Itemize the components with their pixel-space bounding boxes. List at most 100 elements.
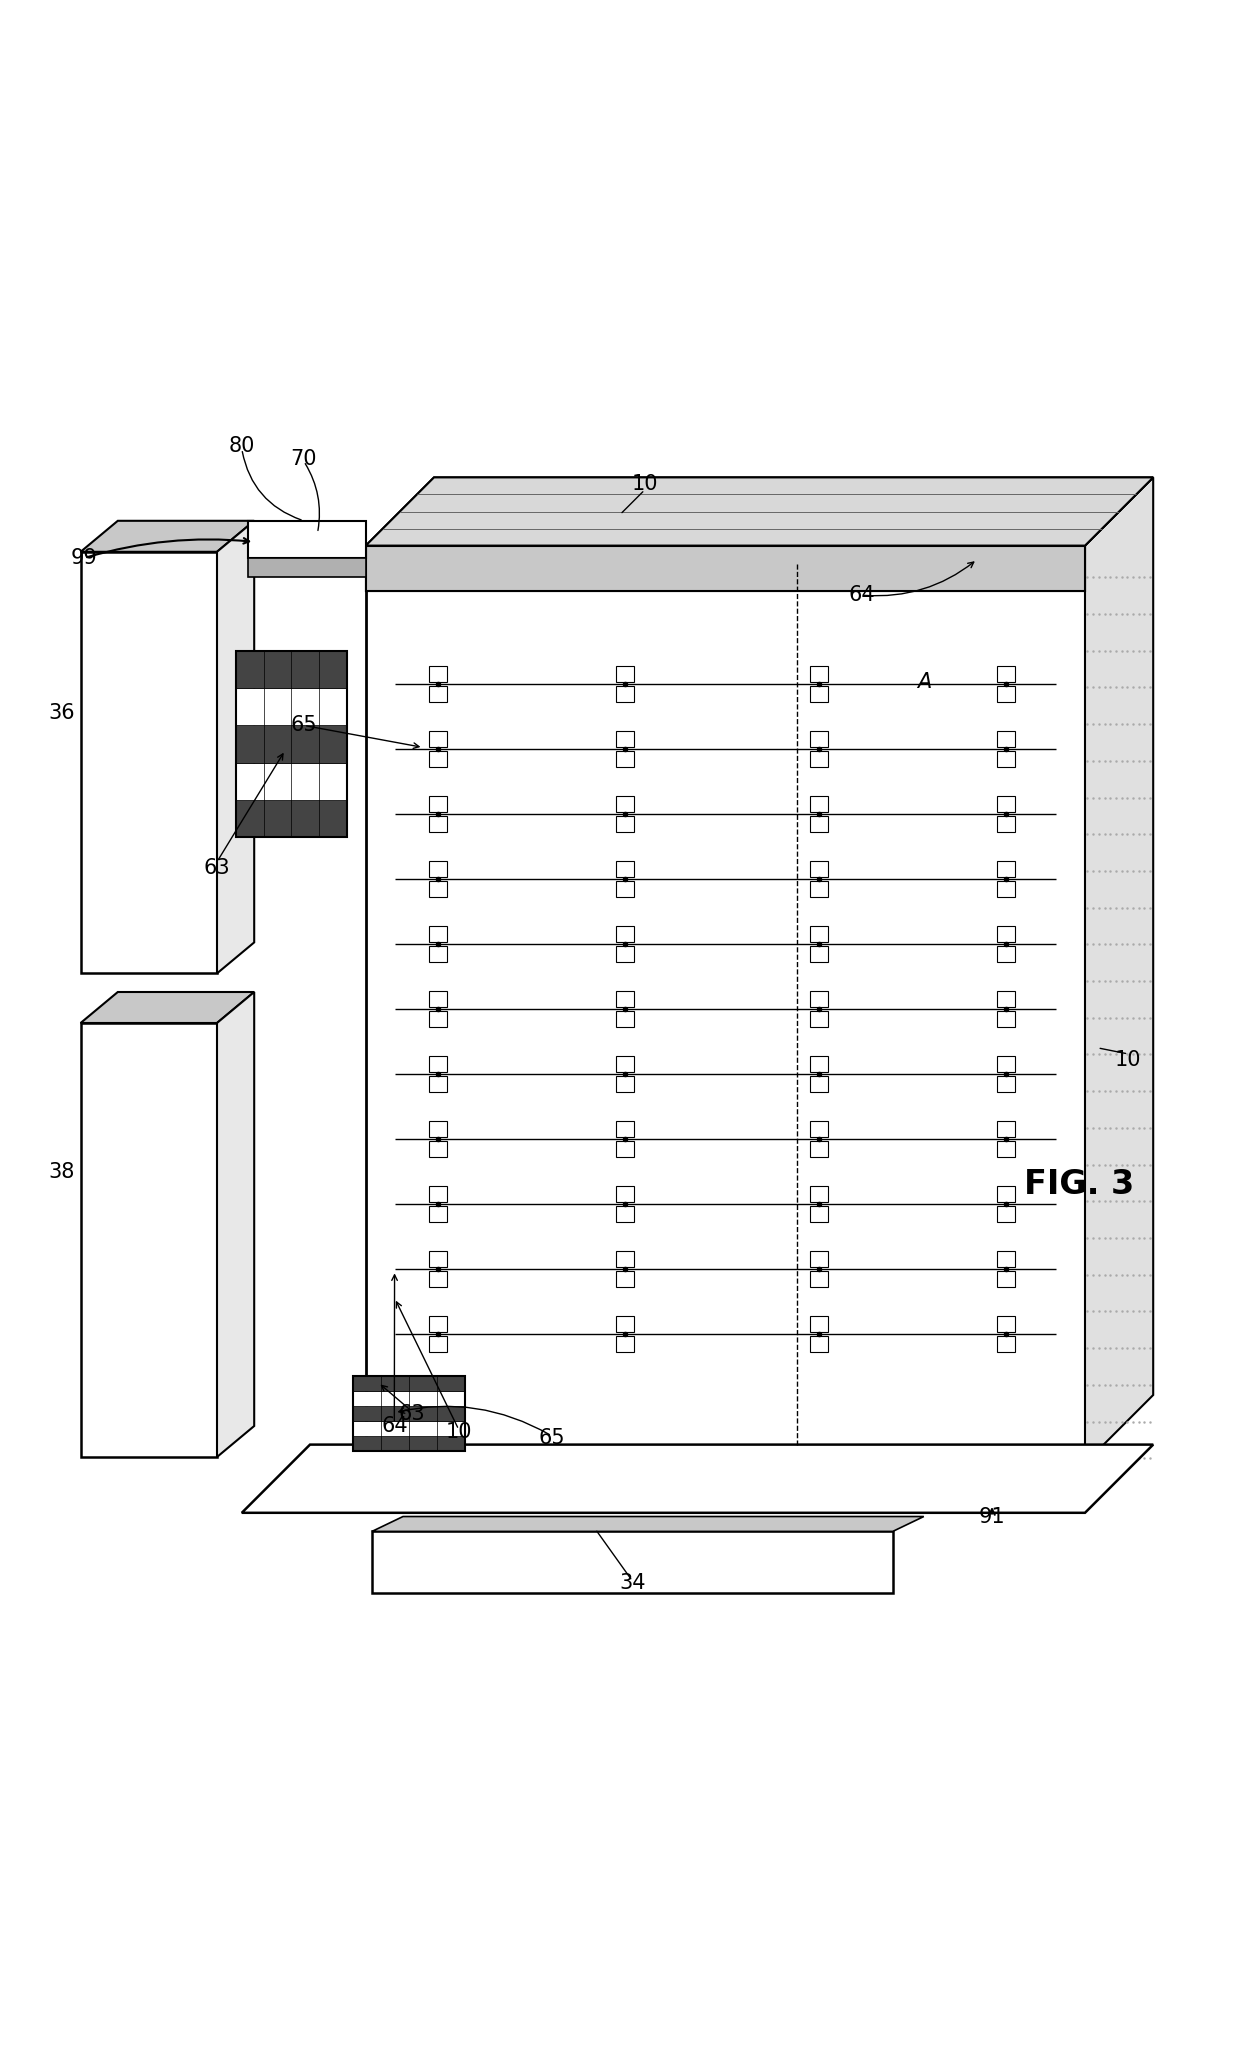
- Polygon shape: [429, 1250, 446, 1266]
- Text: 70: 70: [290, 448, 317, 469]
- Polygon shape: [81, 992, 254, 1023]
- Polygon shape: [616, 882, 634, 898]
- Polygon shape: [429, 665, 446, 681]
- Polygon shape: [616, 1185, 634, 1201]
- Bar: [353, 1377, 465, 1391]
- Text: 34: 34: [619, 1573, 646, 1594]
- Polygon shape: [810, 947, 828, 962]
- Bar: [353, 1422, 465, 1436]
- Polygon shape: [810, 1271, 828, 1287]
- Polygon shape: [810, 1142, 828, 1158]
- Polygon shape: [997, 1207, 1014, 1221]
- Polygon shape: [616, 861, 634, 876]
- Bar: [236, 651, 347, 687]
- Polygon shape: [616, 730, 634, 747]
- Polygon shape: [429, 925, 446, 941]
- Polygon shape: [810, 1250, 828, 1266]
- Polygon shape: [810, 1185, 828, 1201]
- Polygon shape: [997, 925, 1014, 941]
- Text: 63: 63: [398, 1404, 425, 1424]
- Polygon shape: [429, 1316, 446, 1332]
- Polygon shape: [429, 1207, 446, 1221]
- Polygon shape: [997, 990, 1014, 1007]
- Polygon shape: [616, 947, 634, 962]
- Polygon shape: [429, 882, 446, 898]
- Polygon shape: [429, 947, 446, 962]
- Text: 64: 64: [848, 585, 875, 606]
- Polygon shape: [429, 861, 446, 876]
- Polygon shape: [616, 1271, 634, 1287]
- Bar: [236, 763, 347, 800]
- Text: 99: 99: [71, 548, 98, 569]
- Polygon shape: [1085, 477, 1153, 1463]
- Polygon shape: [81, 522, 254, 552]
- Polygon shape: [429, 751, 446, 767]
- Polygon shape: [242, 1444, 1153, 1512]
- Polygon shape: [616, 1121, 634, 1138]
- Polygon shape: [81, 1023, 217, 1457]
- Text: 10: 10: [631, 473, 658, 493]
- Polygon shape: [810, 1011, 828, 1027]
- Polygon shape: [997, 1336, 1014, 1352]
- Polygon shape: [810, 1076, 828, 1093]
- Polygon shape: [810, 751, 828, 767]
- Polygon shape: [429, 1336, 446, 1352]
- Polygon shape: [810, 685, 828, 702]
- Polygon shape: [997, 1121, 1014, 1138]
- Bar: [353, 1436, 465, 1451]
- Polygon shape: [810, 1056, 828, 1072]
- Polygon shape: [997, 1185, 1014, 1201]
- Polygon shape: [997, 1011, 1014, 1027]
- Polygon shape: [810, 796, 828, 812]
- Polygon shape: [810, 882, 828, 898]
- Polygon shape: [429, 1121, 446, 1138]
- Polygon shape: [616, 1250, 634, 1266]
- Polygon shape: [810, 990, 828, 1007]
- Bar: [353, 1377, 465, 1451]
- Polygon shape: [429, 816, 446, 833]
- Polygon shape: [810, 1336, 828, 1352]
- Polygon shape: [810, 1316, 828, 1332]
- Polygon shape: [429, 1076, 446, 1093]
- Polygon shape: [997, 1271, 1014, 1287]
- Polygon shape: [616, 1076, 634, 1093]
- Polygon shape: [616, 685, 634, 702]
- Text: 65: 65: [290, 716, 317, 735]
- Polygon shape: [997, 1056, 1014, 1072]
- Polygon shape: [366, 546, 1085, 591]
- Polygon shape: [810, 861, 828, 876]
- Polygon shape: [810, 816, 828, 833]
- Polygon shape: [429, 1185, 446, 1201]
- Polygon shape: [810, 665, 828, 681]
- Polygon shape: [616, 1142, 634, 1158]
- Polygon shape: [810, 1207, 828, 1221]
- Polygon shape: [616, 1056, 634, 1072]
- Polygon shape: [810, 925, 828, 941]
- Polygon shape: [616, 1207, 634, 1221]
- Polygon shape: [248, 522, 366, 559]
- Bar: [353, 1391, 465, 1406]
- Polygon shape: [616, 1336, 634, 1352]
- Polygon shape: [248, 559, 366, 577]
- Polygon shape: [429, 1056, 446, 1072]
- Text: 80: 80: [228, 436, 255, 456]
- Polygon shape: [429, 1011, 446, 1027]
- Polygon shape: [366, 477, 1153, 546]
- Polygon shape: [429, 730, 446, 747]
- Polygon shape: [997, 665, 1014, 681]
- Polygon shape: [616, 1011, 634, 1027]
- Text: 63: 63: [203, 857, 231, 878]
- Text: 10: 10: [1115, 1050, 1142, 1070]
- Polygon shape: [81, 552, 217, 974]
- Text: 65: 65: [538, 1428, 565, 1449]
- Text: A: A: [916, 671, 931, 692]
- Polygon shape: [997, 751, 1014, 767]
- Polygon shape: [429, 990, 446, 1007]
- Polygon shape: [616, 665, 634, 681]
- Polygon shape: [997, 882, 1014, 898]
- Polygon shape: [217, 992, 254, 1457]
- Polygon shape: [372, 1530, 893, 1594]
- Polygon shape: [997, 685, 1014, 702]
- Polygon shape: [997, 730, 1014, 747]
- Polygon shape: [810, 1121, 828, 1138]
